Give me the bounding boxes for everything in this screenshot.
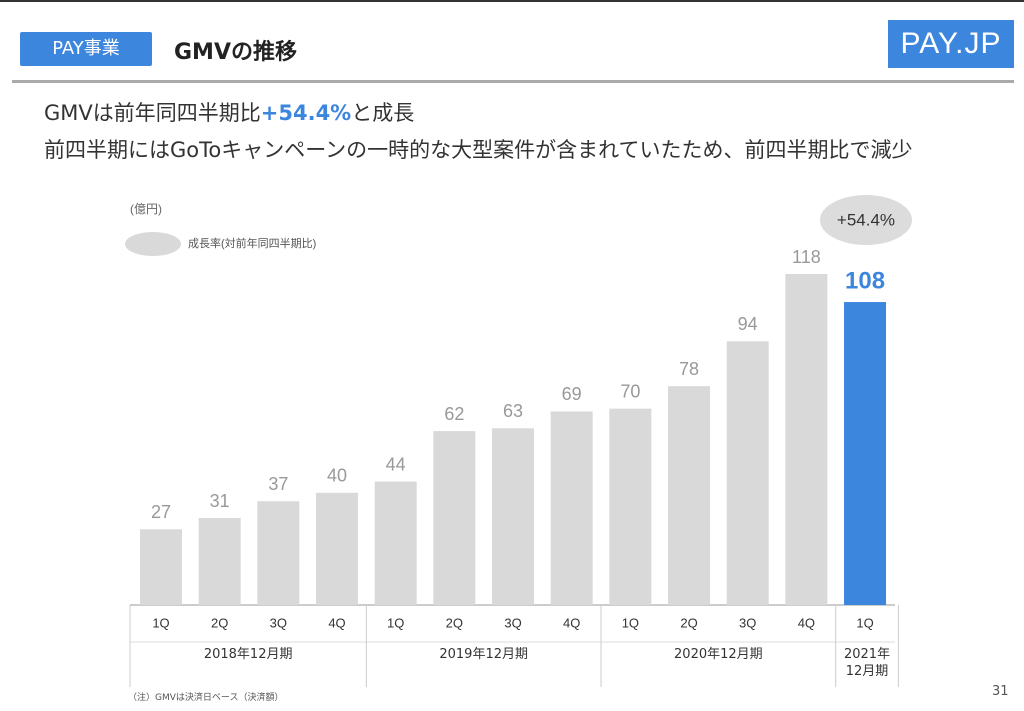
x-tick-label: 1Q (387, 615, 404, 630)
x-tick-label: 1Q (856, 615, 873, 630)
divider (12, 80, 1014, 83)
group-label: 2021年12月期 (843, 647, 891, 679)
page-number: 31 (992, 684, 1009, 699)
value-label: 37 (268, 474, 288, 494)
bar (668, 386, 711, 605)
value-label: 27 (151, 502, 171, 522)
group-label: 2018年12月期 (203, 647, 293, 662)
bar (785, 274, 828, 605)
x-tick-label: 1Q (622, 615, 639, 630)
bar (609, 408, 652, 605)
x-tick-label: 2Q (446, 615, 463, 630)
bar (433, 431, 476, 605)
x-tick-label: 4Q (328, 615, 345, 630)
x-tick-label: 2Q (211, 615, 228, 630)
x-tick-label: 4Q (798, 615, 815, 630)
value-label: 31 (210, 491, 230, 511)
legend-label: 成長率(対前年同四半期比) (188, 236, 316, 250)
legend-swatch (125, 232, 181, 256)
bar (198, 518, 241, 605)
headline: GMVは前年同四半期比+54.4%と成長 (44, 97, 414, 127)
x-tick-label: 3Q (739, 615, 756, 630)
headline: 前四半期にはGoToキャンペーンの一時的な大型案件が含まれていたため、前四半期比… (44, 138, 913, 162)
x-tick-label: 3Q (504, 615, 521, 630)
value-label: 63 (503, 401, 523, 421)
headline-highlight: +54.4% (260, 101, 352, 125)
bar (726, 341, 769, 605)
footnote: （注）GMVは決済日ベース（決済額） (128, 693, 284, 703)
bar (492, 428, 535, 605)
group-label: 2019年12月期 (439, 647, 528, 662)
bar (140, 529, 182, 605)
value-label: 94 (738, 314, 758, 334)
slide-title: GMVの推移 (174, 40, 297, 65)
headline-text: と成長 (351, 101, 415, 125)
x-tick-label: 3Q (270, 615, 287, 630)
bar (374, 481, 417, 605)
bar (316, 492, 359, 605)
bar (844, 302, 887, 605)
value-label: 108 (845, 267, 885, 294)
value-label: 70 (620, 381, 640, 401)
value-label: 40 (327, 466, 347, 486)
value-label: 44 (386, 454, 406, 474)
bar (550, 411, 593, 605)
growth-bubble (820, 195, 912, 245)
group-label: 2020年12月期 (674, 647, 763, 662)
x-tick-label: 1Q (152, 615, 169, 630)
section-tag: PAY事業 (20, 32, 152, 66)
bar (257, 501, 300, 605)
value-label: 78 (679, 359, 699, 379)
x-tick-label: 4Q (563, 615, 580, 630)
value-label: 62 (444, 404, 464, 424)
growth-annotation: +54.4% (837, 210, 895, 229)
unit-label: (億円) (130, 202, 162, 216)
headline-text: GMVは前年同四半期比 (44, 101, 261, 125)
value-label: 118 (792, 247, 821, 267)
value-label: 69 (562, 384, 582, 404)
logo: PAY.JP (888, 20, 1014, 68)
x-tick-label: 2Q (680, 615, 697, 630)
